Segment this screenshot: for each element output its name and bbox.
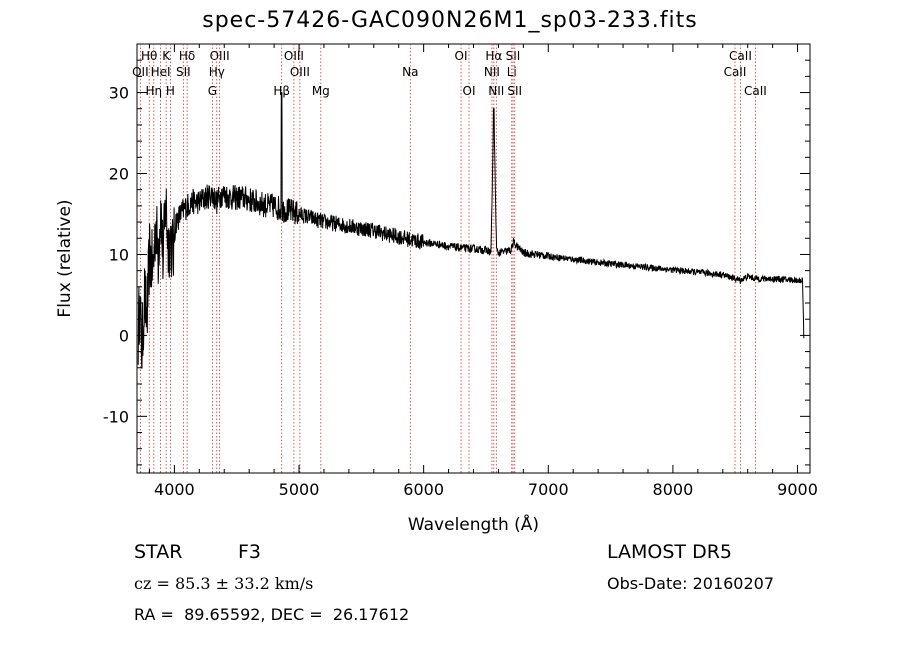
y-tick-label-2: 10 <box>109 245 129 264</box>
object-subclass: F3 <box>238 541 262 563</box>
line-marker-label-11: OIII <box>284 49 304 63</box>
line-marker-label-5: SII <box>176 65 191 79</box>
line-marker-label-18: Hα <box>485 49 502 63</box>
line-marker-label-24: CaII <box>729 49 752 63</box>
y-tick-label-1: 0 <box>119 326 129 345</box>
line-marker-label-0: Hθ <box>141 49 157 63</box>
line-marker-label-13: Hβ <box>273 84 290 98</box>
line-marker-label-16: OI <box>455 49 468 63</box>
line-marker-label-23: SII <box>507 84 522 98</box>
line-marker-label-4: HeI <box>151 65 171 79</box>
chart-title: spec-57426-GAC090N26M1_sp03-233.fits <box>202 8 698 33</box>
line-marker-label-12: OIII <box>290 65 310 79</box>
line-marker-label-20: NII <box>488 84 504 98</box>
line-marker-label-15: Na <box>402 65 418 79</box>
line-marker-label-17: OI <box>463 84 476 98</box>
survey-label: LAMOST DR5 <box>607 541 732 563</box>
x-tick-label-3: 7000 <box>528 480 569 499</box>
line-marker-label-8: G <box>208 84 217 98</box>
line-marker-label-7: Hγ <box>209 65 225 79</box>
line-marker-label-19: NII <box>484 65 500 79</box>
y-tick-label-0: -10 <box>103 407 129 426</box>
plot-frame <box>136 43 811 474</box>
obs-date: Obs-Date: 20160207 <box>607 574 775 593</box>
x-tick-label-1: 5000 <box>279 480 320 499</box>
line-marker-label-10: H <box>166 84 175 98</box>
y-tick-label-3: 20 <box>109 165 129 184</box>
line-marker-label-14: Mg <box>312 84 330 98</box>
y-axis-label: Flux (relative) <box>55 199 75 317</box>
x-tick-label-2: 6000 <box>403 480 444 499</box>
cz-readout: cz = 85.3 ± 33.2 km/s <box>134 574 314 593</box>
x-tick-label-5: 9000 <box>777 480 818 499</box>
line-marker-label-1: K <box>162 49 171 63</box>
line-marker-label-9: Hη <box>146 84 163 98</box>
object-class: STAR <box>134 541 183 563</box>
y-tick-label-4: 30 <box>109 84 129 103</box>
x-tick-label-4: 8000 <box>653 480 694 499</box>
spectrum-line <box>137 92 805 369</box>
line-marker-label-2: Hδ <box>179 49 195 63</box>
line-marker-label-6: OIII <box>210 49 230 63</box>
x-axis-label: Wavelength (Å) <box>408 513 539 535</box>
line-marker-label-21: SII <box>506 49 521 63</box>
line-marker-label-22: Li <box>507 65 517 79</box>
line-marker-label-26: CaII <box>744 84 767 98</box>
x-tick-label-0: 4000 <box>154 480 195 499</box>
line-marker-label-25: CaII <box>724 65 747 79</box>
line-marker-label-3: OII <box>132 65 149 79</box>
coordinates: RA = 89.65592, DEC = 26.17612 <box>134 605 410 624</box>
